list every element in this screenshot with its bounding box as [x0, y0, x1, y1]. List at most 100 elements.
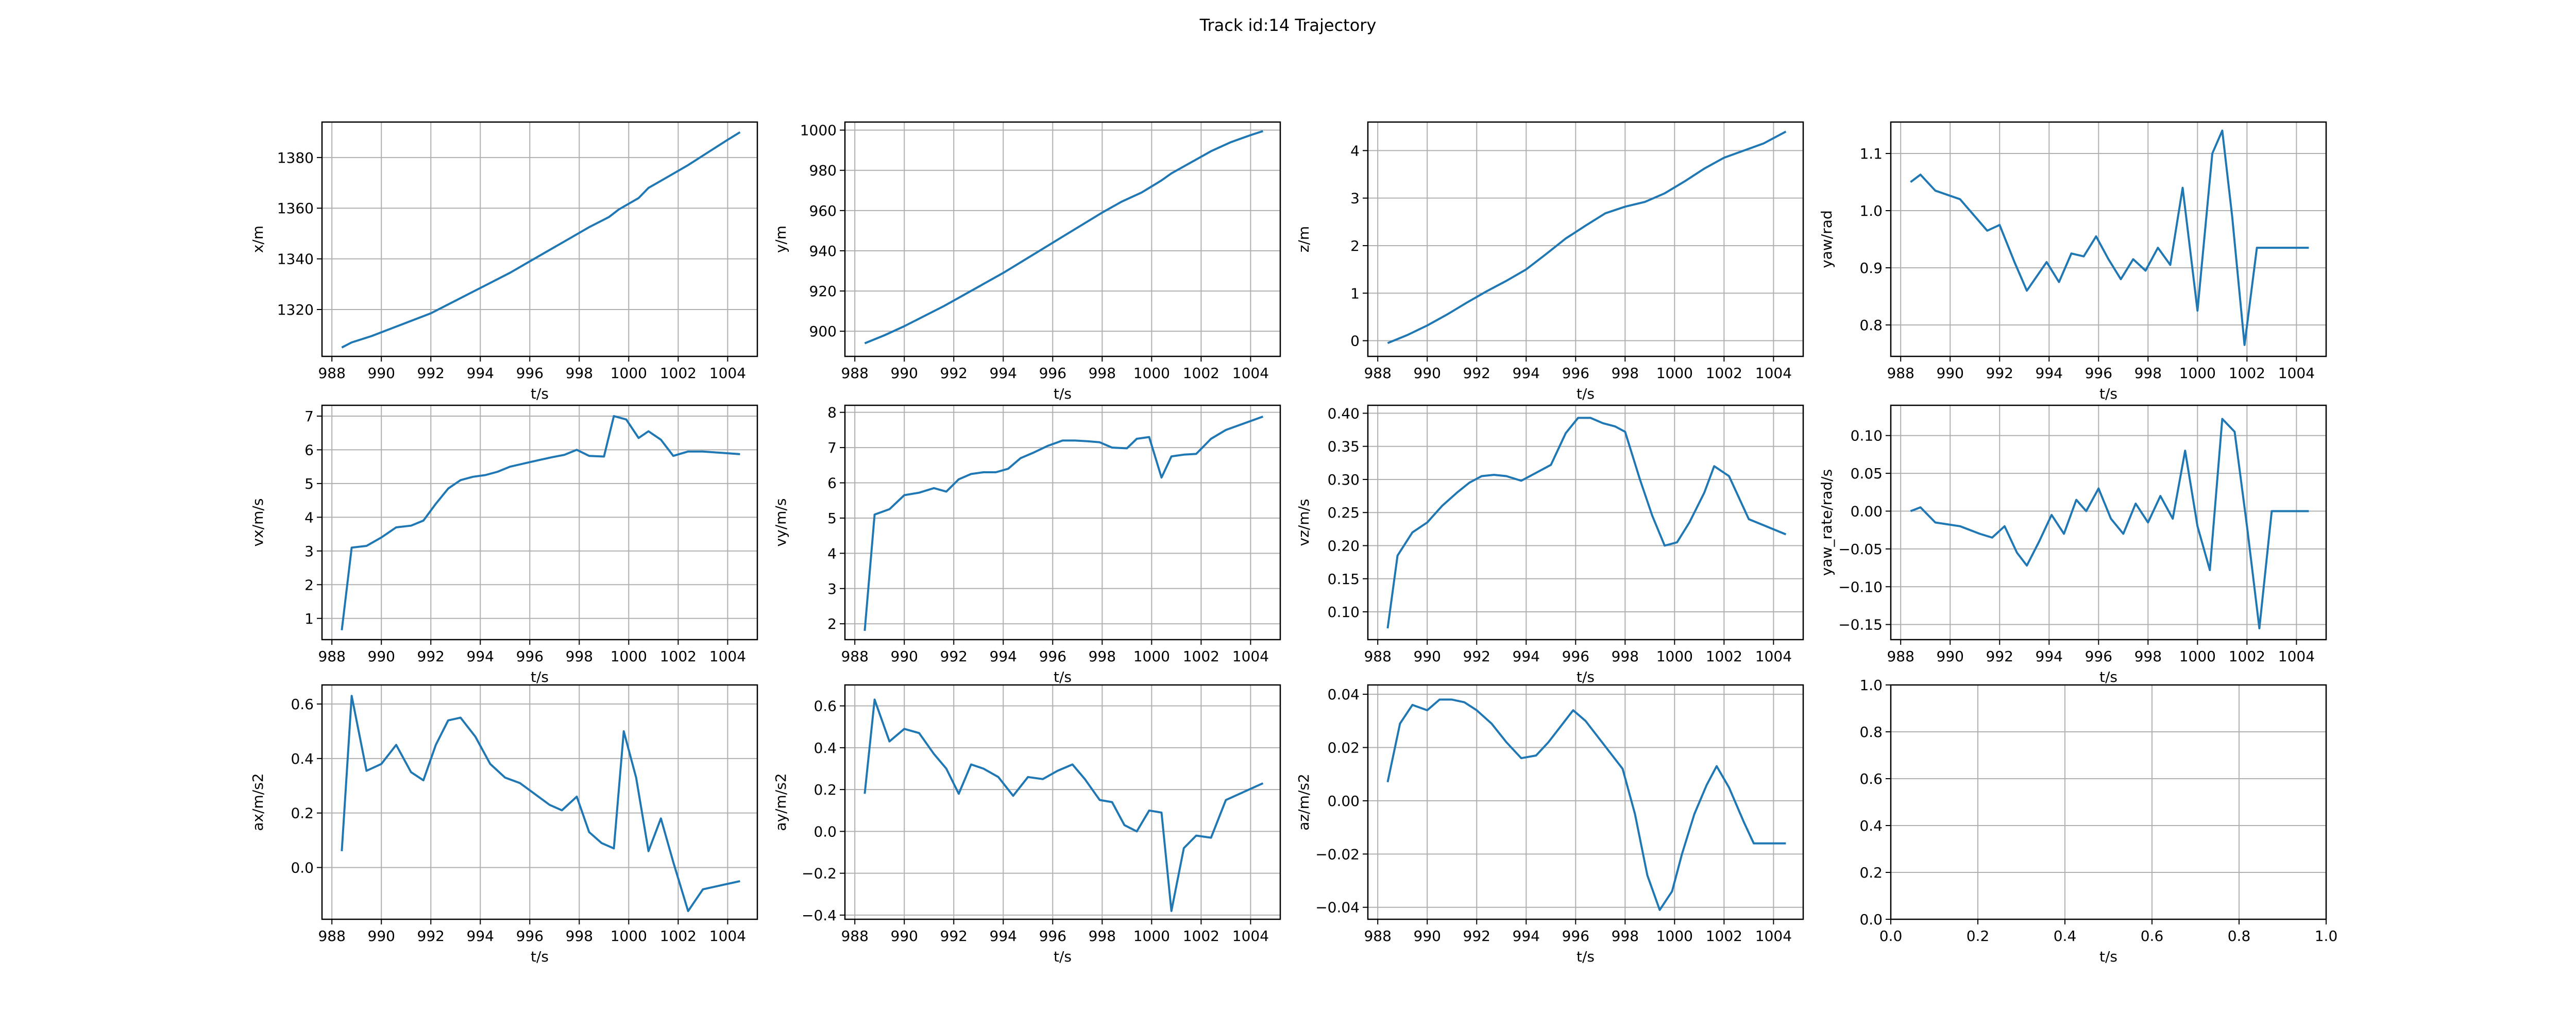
- x-tick-label: 988: [318, 365, 345, 382]
- x-tick-label: 990: [1414, 365, 1441, 382]
- x-tick-label: 992: [417, 365, 445, 382]
- axes-frame: [1890, 404, 2327, 641]
- x-tick-label: 996: [1562, 648, 1589, 665]
- y-axis-label: z/m: [1295, 226, 1312, 252]
- x-axis-label: t/s: [1577, 948, 1595, 965]
- x-tick-label: 1002: [2229, 365, 2265, 382]
- y-tick-label: 7: [827, 439, 837, 456]
- y-tick-label: 3: [827, 580, 837, 597]
- figure-title: Track id:14 Trajectory: [1199, 15, 1377, 35]
- y-tick-label: 0.00: [1851, 503, 1883, 520]
- x-axis-label: t/s: [2099, 385, 2117, 402]
- x-tick-label: 990: [891, 365, 918, 382]
- x-tick-label: 1000: [1656, 365, 1693, 382]
- y-tick-label: 0: [1350, 333, 1360, 350]
- x-tick-label: 1004: [709, 928, 746, 945]
- x-tick-label: 1000: [1656, 928, 1693, 945]
- x-tick-label: 996: [2085, 365, 2112, 382]
- series-line: [864, 130, 1264, 345]
- y-tick-label: 0.0: [814, 823, 837, 840]
- y-tick-label: 1.1: [1859, 145, 1883, 162]
- x-tick-label: 1004: [1755, 928, 1792, 945]
- x-tick-label: 1004: [709, 648, 746, 665]
- x-tick-label: 994: [2036, 648, 2063, 665]
- x-tick-label: 998: [566, 928, 593, 945]
- x-tick-label: 1002: [1183, 928, 1219, 945]
- x-tick-label: 998: [566, 648, 593, 665]
- x-tick-label: 1002: [1706, 648, 1742, 665]
- y-tick-label: 1380: [277, 149, 314, 166]
- x-tick-label: 0.8: [2228, 928, 2251, 945]
- y-tick-label: 0.05: [1851, 465, 1883, 482]
- y-tick-label: 0.2: [814, 781, 837, 798]
- x-axis-label: t/s: [531, 385, 549, 402]
- axes-frame: [321, 121, 758, 357]
- x-tick-label: 1000: [611, 648, 647, 665]
- x-tick-label: 994: [467, 648, 494, 665]
- x-tick-label: 1004: [2278, 365, 2315, 382]
- x-tick-label: 1002: [1706, 928, 1742, 945]
- axes-frame: [321, 404, 758, 641]
- x-tick-label: 1002: [660, 928, 697, 945]
- y-axis-label: yaw/rad: [1818, 210, 1835, 268]
- subplot-x: 988 990 992 994 996 998 1000 1002 1004 1320 1340 13…: [249, 121, 758, 402]
- y-tick-label: 1: [1350, 285, 1360, 302]
- x-tick-label: 990: [891, 928, 918, 945]
- y-tick-label: 0.40: [1328, 405, 1360, 422]
- subplot-yaw_rate: 988 990 992 994 996 998 1000 1002 1004 −0.15 −0.10…: [1818, 404, 2327, 685]
- x-tick-label: 996: [1039, 365, 1066, 382]
- y-tick-label: 980: [809, 162, 837, 179]
- y-tick-label: 2: [1350, 237, 1360, 254]
- y-tick-label: 3: [1350, 190, 1360, 207]
- series-line: [1910, 418, 2309, 629]
- x-tick-label: 988: [841, 648, 868, 665]
- x-tick-label: 990: [1937, 648, 1964, 665]
- y-tick-label: 0.2: [291, 805, 314, 822]
- x-tick-label: 988: [1887, 648, 1914, 665]
- x-tick-label: 988: [841, 928, 868, 945]
- x-tick-label: 994: [1513, 648, 1540, 665]
- y-tick-label: 2: [827, 615, 837, 632]
- x-tick-label: 1000: [2179, 648, 2216, 665]
- x-tick-label: 992: [1463, 365, 1490, 382]
- x-tick-label: 994: [1513, 928, 1540, 945]
- x-tick-label: 1002: [2229, 648, 2265, 665]
- x-tick-label: 992: [1986, 365, 2013, 382]
- series-line: [1387, 130, 1787, 345]
- y-tick-label: 0.6: [291, 696, 314, 713]
- x-tick-label: 1002: [1706, 365, 1742, 382]
- x-tick-label: 992: [1463, 648, 1490, 665]
- y-tick-label: 1360: [277, 200, 314, 217]
- x-tick-label: 990: [368, 928, 395, 945]
- x-tick-label: 1004: [1232, 365, 1269, 382]
- x-tick-label: 996: [1562, 365, 1589, 382]
- subplot-z: 988 990 992 994 996 998 1000 1002 1004 0 1 2 3 4 t/s z/…: [1295, 121, 1804, 402]
- y-tick-label: 0.30: [1328, 471, 1360, 488]
- x-tick-label: 994: [1513, 365, 1540, 382]
- y-tick-label: 0.6: [1859, 770, 1883, 787]
- y-tick-label: 0.2: [1859, 864, 1883, 881]
- x-tick-label: 998: [1089, 928, 1116, 945]
- subplot-vy: 988 990 992 994 996 998 1000 1002 1004 2 3 4 5 6 7 8 t/s…: [772, 404, 1281, 685]
- y-tick-label: 920: [809, 283, 837, 300]
- x-tick-label: 992: [417, 648, 445, 665]
- series-line: [341, 415, 740, 630]
- x-tick-label: 1002: [1183, 648, 1219, 665]
- x-tick-label: 994: [990, 365, 1017, 382]
- x-tick-label: 990: [368, 648, 395, 665]
- y-tick-label: 5: [827, 510, 837, 527]
- x-tick-label: 0.6: [2141, 928, 2164, 945]
- y-tick-label: 0.04: [1328, 686, 1360, 703]
- axes-frame: [844, 684, 1281, 920]
- x-tick-label: 990: [891, 648, 918, 665]
- x-tick-label: 1004: [1232, 648, 1269, 665]
- y-tick-label: 0.4: [291, 750, 314, 767]
- x-axis-label: t/s: [1054, 385, 1072, 402]
- y-tick-label: 7: [304, 408, 314, 425]
- x-tick-label: 996: [516, 365, 544, 382]
- x-tick-label: 994: [467, 365, 494, 382]
- y-tick-label: 940: [809, 243, 837, 260]
- x-tick-label: 998: [1089, 648, 1116, 665]
- y-tick-label: 0.10: [1328, 604, 1360, 621]
